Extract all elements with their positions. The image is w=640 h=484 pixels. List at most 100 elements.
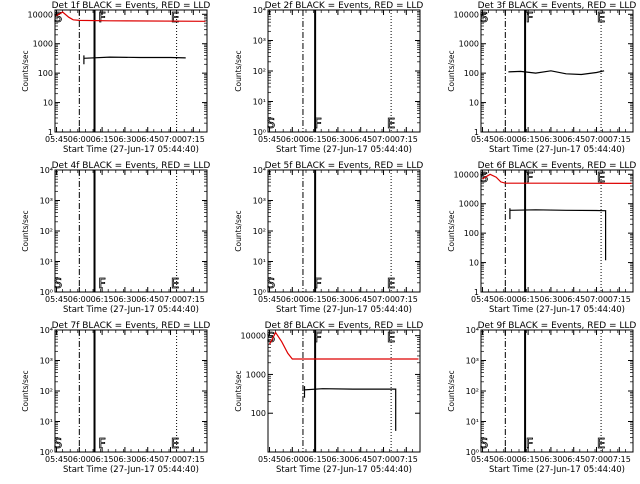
- x-tick-label: 07:15: [395, 295, 418, 304]
- x-tick-label: 06:30: [113, 135, 136, 144]
- x-tick-label: 06:00: [68, 135, 91, 144]
- y-tick-label: 10³: [40, 197, 53, 206]
- x-axis-label: Start Time (27-Jun-17 05:44:40): [489, 145, 625, 155]
- x-axis-label: Start Time (27-Jun-17 05:44:40): [63, 305, 199, 315]
- x-tick-label: 07:15: [182, 135, 205, 144]
- y-tick-label: 10000: [454, 10, 479, 19]
- x-tick-label: 06:45: [349, 135, 372, 144]
- panel-title: Det 5f BLACK = Events, RED = LLD: [265, 161, 424, 171]
- x-tick-label: 05:45: [45, 455, 68, 464]
- x-tick-label: 06:45: [136, 295, 159, 304]
- plot-frame: [267, 169, 421, 293]
- x-tick-label: 06:00: [281, 135, 304, 144]
- x-tick-label: 07:15: [608, 135, 631, 144]
- x-tick-label: 07:00: [159, 455, 182, 464]
- series-line-lld: [56, 11, 206, 22]
- x-tick-label: 06:30: [326, 295, 349, 304]
- end-marker-E: E: [597, 171, 605, 186]
- panel-det-1: Det 1f BLACK = Events, RED = LLD 1 10 100 10…: [21, 1, 210, 155]
- start-marker-S: S: [267, 331, 275, 346]
- x-tick-label: 07:15: [395, 455, 418, 464]
- x-tick-label: 06:45: [349, 455, 372, 464]
- y-axis-label: Counts/sec: [447, 50, 456, 91]
- y-tick-label: 10⁴: [253, 6, 266, 15]
- x-tick-label: 07:00: [372, 135, 395, 144]
- plot-frame: [267, 9, 421, 133]
- panel-title: Det 1f BLACK = Events, RED = LLD: [52, 1, 211, 11]
- y-tick-label: 10⁴: [466, 326, 479, 335]
- y-tick-label: 10⁰: [40, 288, 53, 297]
- y-tick-label: 10: [469, 99, 479, 108]
- y-tick-label: 1000: [459, 200, 479, 209]
- x-tick-label: 06:15: [517, 135, 540, 144]
- y-tick-label: 1000: [459, 40, 479, 49]
- plot-frame: [480, 9, 634, 133]
- y-tick-label: 10⁰: [253, 128, 266, 137]
- x-tick-label: 06:45: [562, 455, 585, 464]
- series-line-events: [508, 70, 605, 76]
- plot-frame: [267, 329, 421, 453]
- end-marker-E: E: [387, 277, 395, 292]
- x-tick-label: 07:00: [585, 295, 608, 304]
- y-tick-label: 10⁴: [40, 166, 53, 175]
- y-tick-label: 10³: [466, 357, 479, 366]
- x-tick-label: 06:45: [136, 135, 159, 144]
- panel-det-8: Det 8f BLACK = Events, RED = LLD 100 1000 1…: [234, 321, 423, 475]
- x-tick-label: 06:15: [304, 135, 327, 144]
- y-tick-label: 10²: [253, 67, 266, 76]
- x-tick-label: 07:00: [372, 455, 395, 464]
- start-marker-S: S: [267, 277, 275, 292]
- x-tick-label: 07:00: [372, 295, 395, 304]
- x-tick-label: 05:45: [258, 455, 281, 464]
- x-tick-label: 05:45: [471, 455, 494, 464]
- y-tick-label: 10⁴: [253, 166, 266, 175]
- plot-frame: [480, 329, 634, 453]
- y-tick-label: 10⁰: [40, 448, 53, 457]
- panel-det-2: Det 2f BLACK = Events, RED = LLD 10⁰ 10¹ 10…: [234, 1, 423, 155]
- x-tick-label: 06:00: [494, 135, 517, 144]
- y-axis-label: Counts/sec: [21, 50, 30, 91]
- end-marker-E: E: [387, 117, 395, 132]
- y-tick-label: 10²: [40, 387, 53, 396]
- x-tick-label: 05:45: [258, 295, 281, 304]
- panel-det-6: Det 6f BLACK = Events, RED = LLD 1 10 100 10…: [447, 161, 636, 315]
- y-tick-label: 10000: [454, 170, 479, 179]
- x-tick-label: 07:15: [182, 455, 205, 464]
- y-tick-label: 10: [469, 259, 479, 268]
- y-tick-label: 10¹: [253, 98, 266, 107]
- x-tick-label: 05:45: [45, 135, 68, 144]
- series-line-events: [83, 55, 186, 65]
- series-line-events: [303, 386, 397, 431]
- x-tick-label: 06:45: [562, 295, 585, 304]
- panel-det-3: Det 3f BLACK = Events, RED = LLD 1 10 100 10…: [447, 1, 636, 155]
- x-tick-label: 06:00: [68, 295, 91, 304]
- end-marker-E: E: [171, 437, 179, 452]
- panel-title: Det 4f BLACK = Events, RED = LLD: [52, 161, 211, 171]
- series-line-lld: [482, 173, 632, 184]
- panel-title: Det 6f BLACK = Events, RED = LLD: [478, 161, 637, 171]
- start-marker-S: S: [480, 11, 488, 26]
- x-tick-label: 06:30: [326, 455, 349, 464]
- panel-det-5: Det 5f BLACK = Events, RED = LLD 10⁰ 10¹ 10…: [234, 161, 423, 315]
- x-tick-label: 06:15: [517, 455, 540, 464]
- x-axis-label: Start Time (27-Jun-17 05:44:40): [276, 465, 412, 475]
- y-axis-label: Counts/sec: [447, 370, 456, 411]
- panel-title: Det 9f BLACK = Events, RED = LLD: [478, 321, 637, 331]
- panel-title: Det 8f BLACK = Events, RED = LLD: [265, 321, 424, 331]
- x-tick-label: 06:15: [91, 455, 114, 464]
- plot-frame: [54, 9, 208, 133]
- y-axis-label: Counts/sec: [234, 370, 243, 411]
- panel-det-7: Det 7f BLACK = Events, RED = LLD 10⁰ 10¹ 10…: [21, 321, 210, 475]
- x-tick-label: 05:45: [471, 295, 494, 304]
- y-axis-label: Counts/sec: [234, 50, 243, 91]
- x-tick-label: 06:00: [494, 295, 517, 304]
- x-tick-label: 05:45: [471, 135, 494, 144]
- y-tick-label: 100: [251, 409, 266, 418]
- marker-F: F: [526, 11, 533, 26]
- y-axis-label: Counts/sec: [447, 210, 456, 251]
- y-tick-label: 10¹: [40, 418, 53, 427]
- x-tick-label: 06:45: [349, 295, 372, 304]
- y-axis-label: Counts/sec: [21, 370, 30, 411]
- x-tick-label: 06:30: [326, 135, 349, 144]
